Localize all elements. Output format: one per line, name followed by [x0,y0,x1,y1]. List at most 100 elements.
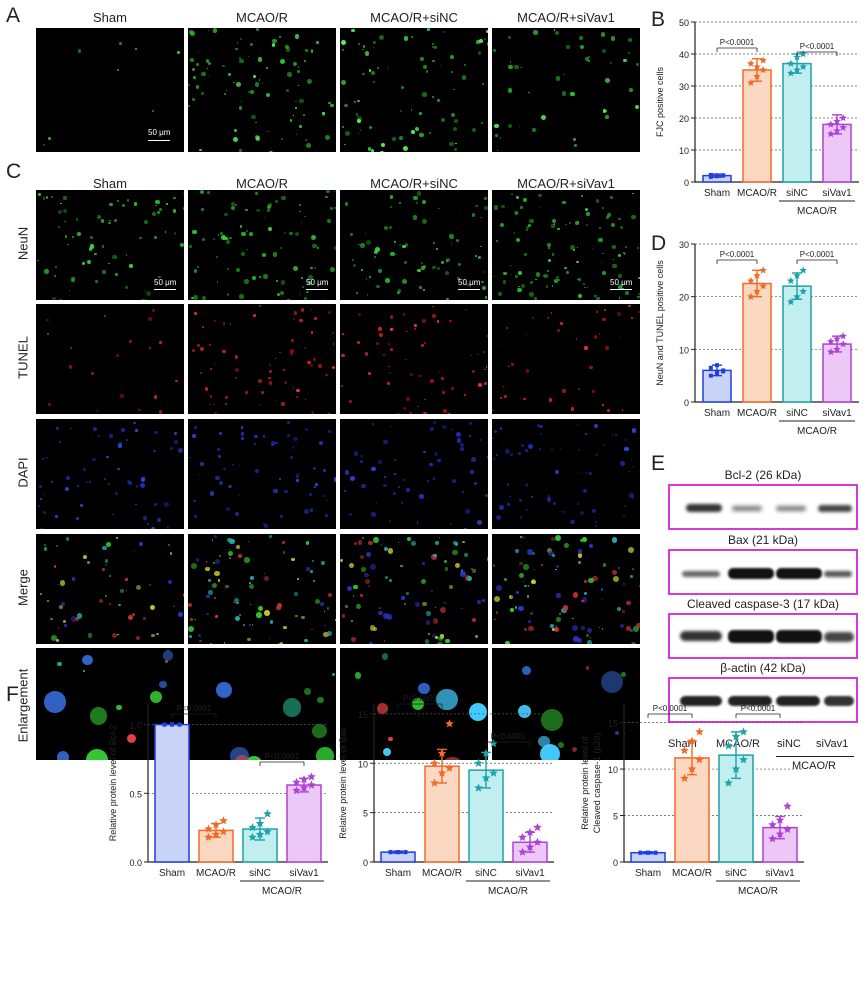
data-point [489,739,498,748]
panel-letter-b: B [651,8,666,31]
x-tick-label: siNC [725,868,747,879]
y-axis-label: Relative protein level of Bax [338,727,348,839]
x-tick-label: MCAO/R [672,868,712,879]
scale-bar-line [610,289,632,290]
data-point [799,50,807,58]
data-point [695,755,704,764]
data-point [731,764,741,773]
a-col-sham: Sham [93,10,127,25]
p-value-label: P<0.0001 [741,704,776,713]
y-tick-label: 0 [684,178,689,188]
data-point [653,850,658,855]
micrograph-dapi-col2 [188,419,336,529]
y-tick-label: 20 [679,114,689,124]
data-point [787,69,795,77]
data-point [437,768,447,777]
micrograph-merge-col1 [36,534,184,644]
scale-bar-line [148,140,170,141]
wb-label-actin: β-actin (42 kDa) [720,661,806,675]
data-point [437,748,447,758]
y-axis-label: Relative protein level of [580,736,590,830]
row-label-enlargement: Enlargement [15,668,31,743]
data-point [799,266,807,274]
data-point [753,287,761,295]
data-point [715,173,719,178]
micrograph-enlargement-col2 [188,648,336,760]
y-axis-label: FJC positive cells [655,66,665,137]
a-micrograph-sivav1 [492,28,640,152]
data-point [219,827,228,836]
scale-bar-line [306,289,328,290]
data-point [518,832,527,841]
wb-group-label: MCAO/R [792,760,836,772]
y-axis-label: NeuN and TUNEL positive cells [655,260,665,386]
bar-sinc [782,285,812,403]
data-point [827,347,835,356]
micrograph-neun-col2: 50 μm [188,190,336,300]
micrograph-dapi-col3 [340,419,488,529]
data-point [474,758,483,767]
data-point [248,832,257,841]
y-tick-label: 15 [608,719,618,729]
data-point [481,773,491,782]
data-point [708,365,713,370]
data-point [753,271,761,279]
data-point [799,62,807,71]
data-point [292,777,301,786]
data-point [695,727,704,736]
wb-band [824,696,854,706]
y-tick-label: 1.0 [129,721,142,731]
x-tick-label: Sham [159,868,185,879]
x-tick-label: MCAO/R [737,408,777,419]
data-point [783,801,792,810]
micrograph-tunel-col4 [492,304,640,414]
bar-mcaor [742,69,772,183]
data-point [248,823,257,832]
data-point [687,764,697,773]
data-point [768,820,777,829]
data-point [518,847,527,856]
data-point [715,363,719,368]
group-label: MCAO/R [797,206,837,217]
data-point [787,276,795,285]
x-tick-label: siNC [786,408,808,419]
micrograph-neun-col4: 50 μm [492,190,640,300]
data-point [731,732,741,741]
c-col-sivav1: MCAO/R+siVav1 [517,176,615,191]
data-point [839,332,847,340]
data-point [759,56,767,64]
data-point [827,130,835,138]
data-point [827,337,835,345]
data-point [833,334,841,343]
micrograph-merge-col2 [188,534,336,644]
y-tick-label: 0 [684,398,689,408]
bar-mcaor [742,282,772,403]
wb-band [732,506,762,511]
x-tick-label: siVav1 [515,868,545,879]
data-point [708,172,713,177]
x-tick-label: Sham [704,188,730,199]
chart-d: 0 10 20 30 NeuN and TUNEL positive cells Sham… [655,240,859,437]
scale-bar-label: 50 μm [148,128,171,137]
wb-band [680,631,722,641]
wb-band [686,504,722,512]
y-tick-label: 0.5 [129,789,142,799]
y-tick-label: 0.0 [129,858,142,868]
x-tick-label: siVav1 [822,408,852,419]
data-point [204,832,213,841]
p-value-label: P<0.0001 [265,752,300,761]
p-value-label: P<0.0001 [800,42,835,51]
group-label: MCAO/R [262,886,302,897]
y-tick-label: 30 [679,240,689,250]
micrograph-neun-col1: 50 μm [36,190,184,300]
data-point [255,830,265,839]
micrograph-merge-col4 [492,534,640,644]
x-tick-label: siVav1 [765,868,795,879]
a-col-sinc: MCAO/R+siNC [370,10,458,25]
p-value-label: P<0.0001 [491,732,526,741]
data-point [292,786,301,795]
micrograph-tunel-col3 [340,304,488,414]
x-tick-label: Sham [635,868,661,879]
x-tick-label: siNC [475,868,497,879]
wb-box-bcl2 [668,484,858,530]
